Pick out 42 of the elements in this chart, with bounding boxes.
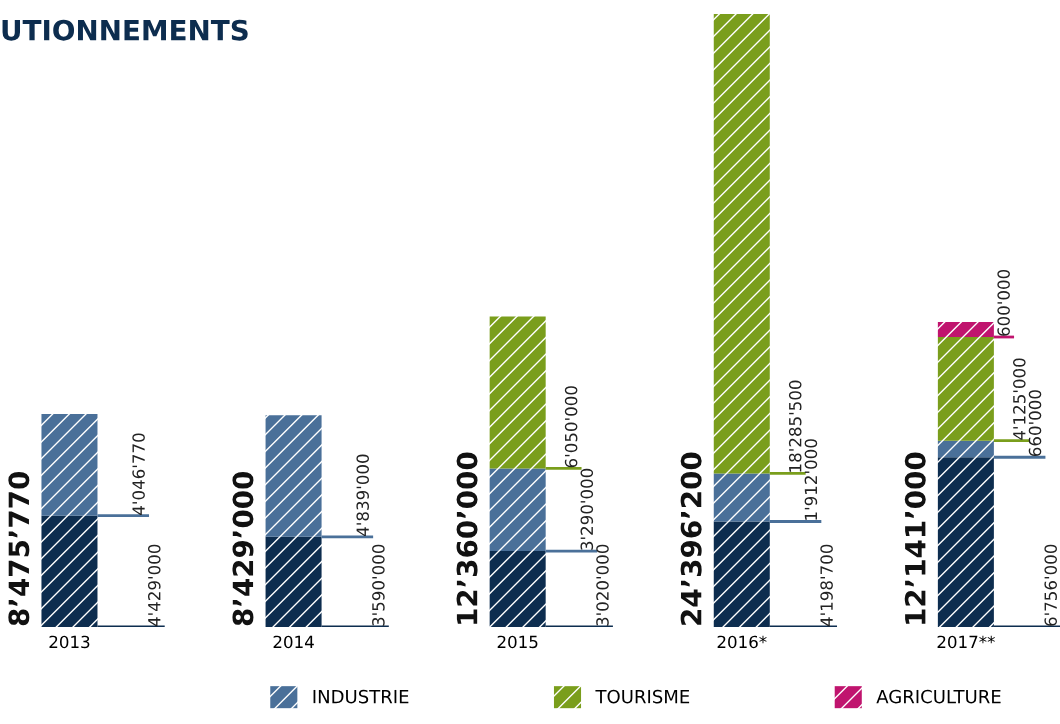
data-label: 4'429'000: [147, 544, 161, 627]
data-label: 4'046'770: [132, 433, 145, 515]
x-tick-label: 2015: [497, 635, 538, 649]
total-label: 12’360’000: [456, 452, 478, 624]
bar: [41, 515, 98, 627]
bar: [265, 415, 322, 537]
legend-label: AGRICULTURE: [876, 689, 1001, 704]
bar: [937, 337, 994, 441]
bar: [713, 473, 770, 522]
data-label: 600'000: [997, 269, 1010, 336]
data-label: 3'020'000: [596, 544, 609, 626]
total-label: 12’141’000: [904, 452, 926, 624]
legend-label: INDUSTRIE: [313, 689, 409, 704]
bar: [265, 536, 322, 627]
bar: [713, 521, 770, 627]
data-label: 18'285'500: [788, 380, 802, 472]
data-label: 3'590'000: [372, 544, 385, 626]
chart-title: UTIONNEMENTS: [2, 19, 248, 41]
bar: [937, 321, 994, 338]
data-label: 4'125'000: [1013, 358, 1026, 440]
x-tick-label: 2014: [273, 635, 314, 649]
total-label: 24’396’200: [680, 452, 702, 625]
x-tick-label: 2016*: [717, 635, 767, 649]
bar: [489, 468, 546, 552]
data-label: 6'756'000: [1044, 544, 1057, 626]
x-tick-label: 2017**: [937, 635, 995, 649]
data-label: 3'290'000: [580, 468, 594, 550]
data-label: 1'912'000: [804, 439, 818, 520]
data-label: 4'839'000: [356, 454, 369, 536]
bar: [41, 414, 98, 516]
bar: [937, 457, 994, 627]
total-label: 8’475’770: [8, 471, 30, 626]
x-tick-label: 2013: [49, 635, 90, 649]
total-label: 8’429’000: [232, 471, 254, 626]
data-label: 660'000: [1028, 390, 1042, 457]
bar: [937, 440, 994, 458]
bar: [489, 316, 546, 469]
bar: [713, 14, 770, 474]
data-label: 6'050'000: [564, 386, 578, 468]
data-label: 4'198'700: [820, 544, 833, 627]
bar: [489, 551, 546, 627]
legend-label: TOURISME: [595, 689, 690, 704]
